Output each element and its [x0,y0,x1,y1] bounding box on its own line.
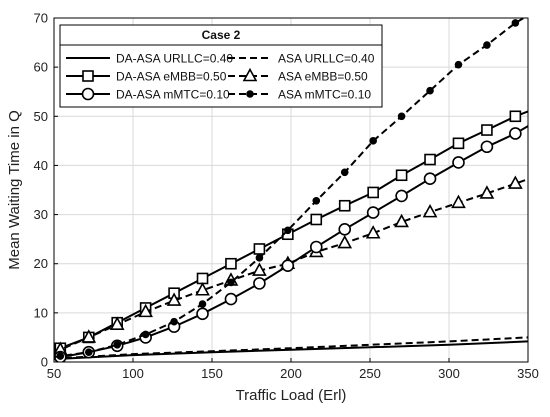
series-3 [54,110,528,355]
data-point [508,175,523,189]
legend-marker [246,90,254,98]
y-tick-label: 70 [34,11,48,26]
data-point [138,303,153,318]
y-axis: 0 10 20 30 40 50 60 70 [34,11,58,370]
data-point [198,300,207,308]
data-point [309,240,323,254]
legend-marker [82,70,94,82]
data-point [141,330,150,339]
data-point [367,186,379,199]
legend-item-1: DA-ASA URLLC=0.40 [66,52,233,66]
legend-label: ASA mMTC=0.10 [278,88,371,102]
legend: Case 2 DA-ASA URLLC=0.40 ASA URLLC=0.40 DA-… [59,24,383,108]
legend-label: ASA URLLC=0.40 [278,52,375,66]
data-point [84,348,93,356]
data-point [310,213,323,226]
data-point [397,112,406,121]
data-point [452,156,465,169]
y-tick-label: 50 [34,109,48,124]
data-point [56,352,65,360]
data-point [454,60,463,69]
data-point [253,243,266,255]
legend-marker [242,67,258,82]
x-tick-label: 150 [201,366,223,381]
series-layer [54,18,528,362]
x-tick-label: 350 [517,366,539,381]
data-point [480,140,494,154]
data-point [451,194,466,209]
data-point [196,307,209,321]
data-point [338,199,351,212]
data-point [224,292,238,306]
series-4 [54,175,528,356]
data-point [284,226,292,235]
data-point [196,272,209,285]
data-point [423,172,437,185]
series-2 [54,336,528,360]
y-tick-label: 60 [34,60,48,75]
data-point [509,110,522,123]
data-point [395,189,408,203]
data-point [422,203,438,218]
x-tick-label: 300 [438,366,460,381]
data-point [479,185,495,199]
data-point [426,86,434,95]
legend-item-6: ASA mMTC=0.10 [228,88,371,102]
x-tick-label: 250 [359,366,381,381]
legend-marker [81,87,95,101]
data-point [481,124,493,136]
data-point [337,234,353,249]
y-tick-label: 10 [34,305,48,320]
data-point [170,317,178,326]
data-point [365,225,381,239]
y-tick-label: 0 [41,355,48,370]
data-point [255,254,264,262]
data-point [395,169,408,182]
series-6 [54,18,526,360]
x-tick-label: 50 [47,366,61,381]
data-point [225,257,237,270]
x-axis: 50 100 150 200 250 300 350 [47,358,539,381]
legend-label: DA-ASA eMBB=0.50 [116,70,227,84]
data-point [109,316,125,330]
y-tick-label: 40 [34,158,48,173]
data-point [509,127,522,140]
data-point [81,329,97,343]
legend-label: DA-ASA URLLC=0.40 [116,52,233,66]
data-point [166,292,182,306]
x-tick-label: 200 [280,366,302,381]
data-point [424,153,436,166]
data-point [113,341,121,349]
data-point [338,223,352,236]
x-tick-label: 100 [122,366,144,381]
data-point [452,137,465,150]
legend-item-5: DA-ASA mMTC=0.10 [66,88,230,102]
y-tick-label: 20 [34,256,48,271]
data-point [369,137,377,145]
x-axis-label: Traffic Load (Erl) [236,387,347,404]
data-point [483,41,491,49]
data-point [195,282,210,296]
legend-item-3: DA-ASA eMBB=0.50 [66,70,227,84]
data-point [366,206,380,219]
data-point [511,19,520,27]
series-line [54,336,528,360]
legend-item-2: ASA URLLC=0.40 [228,52,375,66]
data-point [252,262,267,276]
legend-item-4: ASA eMBB=0.50 [228,67,368,84]
data-point [253,277,266,290]
y-axis-label: Mean Waiting Time in Q [6,110,23,270]
y-tick-label: 30 [34,207,48,222]
data-point [340,168,349,177]
data-point [394,213,409,228]
legend-label: DA-ASA mMTC=0.10 [116,88,230,102]
legend-box [59,24,383,108]
data-point [312,197,321,205]
legend-label: ASA eMBB=0.50 [278,70,368,84]
legend-title: Case 2 [202,28,241,42]
data-point [227,278,235,287]
data-point [281,259,295,272]
